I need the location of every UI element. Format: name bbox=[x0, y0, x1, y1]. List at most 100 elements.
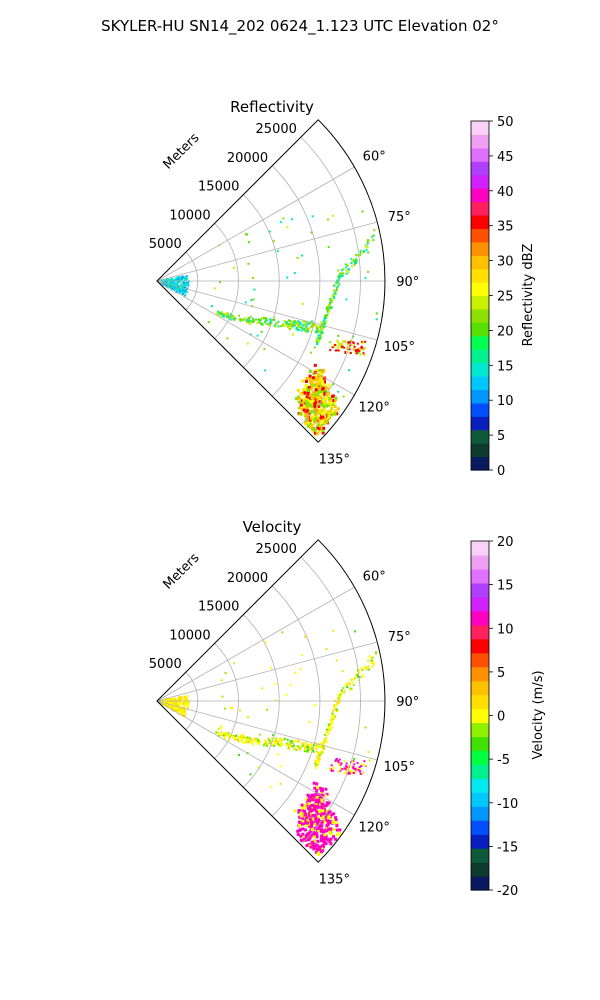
echo-bin bbox=[173, 702, 176, 705]
echo-bin bbox=[228, 315, 231, 318]
velocity-panel: Velocity 5000 10000 15000 20000 25000 60° 75° 9… bbox=[149, 518, 546, 899]
echo-bin bbox=[348, 769, 351, 772]
colorbar-segment bbox=[471, 295, 489, 310]
echo-bin bbox=[337, 285, 339, 288]
echo-bin bbox=[313, 383, 317, 387]
azimuth-spoke bbox=[156, 221, 378, 282]
echo-bin bbox=[248, 322, 251, 325]
echo-bin bbox=[245, 319, 248, 322]
echo-bin bbox=[359, 348, 361, 351]
echo-bin bbox=[335, 288, 338, 291]
echo-bin bbox=[181, 710, 184, 713]
echo-bin bbox=[322, 815, 325, 819]
echo-bin bbox=[344, 263, 347, 266]
echo-bin bbox=[341, 768, 344, 771]
colorbar-tick-label: 40 bbox=[497, 185, 514, 200]
echo-bin bbox=[321, 429, 325, 433]
echo-bin bbox=[311, 391, 315, 395]
echo-bin bbox=[233, 319, 236, 321]
echo-bin bbox=[323, 733, 326, 736]
echo-bin bbox=[221, 695, 224, 698]
echo-bin bbox=[302, 744, 305, 747]
echo-bin bbox=[279, 782, 282, 785]
echo-bin bbox=[301, 302, 304, 305]
echo-bin bbox=[322, 748, 325, 751]
echo-bin bbox=[356, 762, 359, 765]
echo-bin bbox=[183, 287, 186, 290]
echo-bin bbox=[314, 431, 318, 435]
echo-bin bbox=[307, 748, 310, 751]
echo-bin bbox=[304, 413, 308, 417]
echo-bin bbox=[313, 419, 316, 423]
reflectivity-colorbar: 0 5 10 15 20 25 30 35 40 45 50 bbox=[470, 115, 514, 479]
echo-bin bbox=[338, 342, 341, 345]
echo-bin bbox=[320, 802, 324, 806]
echo-bin bbox=[331, 346, 334, 349]
echo-bin bbox=[325, 418, 329, 422]
echo-bin bbox=[333, 404, 337, 408]
echo-bin bbox=[215, 312, 218, 315]
echo-bin bbox=[312, 835, 316, 839]
echo-bin bbox=[358, 770, 361, 773]
echo-bin bbox=[257, 741, 260, 744]
echo-bin bbox=[181, 292, 184, 295]
echo-bin bbox=[335, 708, 338, 711]
echo-bin bbox=[237, 738, 239, 741]
echo-bin bbox=[232, 266, 235, 269]
echo-bin bbox=[373, 229, 376, 232]
colorbar-tick-label: 25 bbox=[497, 290, 514, 305]
echo-bin bbox=[359, 347, 362, 350]
echo-bin bbox=[278, 737, 281, 740]
colorbar-segment bbox=[471, 456, 489, 471]
echo-bin bbox=[220, 312, 222, 314]
echo-bin bbox=[334, 760, 337, 762]
echo-bin bbox=[182, 714, 185, 717]
echo-bin bbox=[304, 742, 307, 745]
echo-bin bbox=[320, 828, 323, 832]
echo-bin bbox=[314, 375, 318, 379]
echo-bin bbox=[260, 330, 263, 333]
colorbar-segment bbox=[471, 624, 489, 640]
echo-bin bbox=[311, 845, 314, 848]
echo-bin bbox=[323, 401, 327, 405]
echo-bin bbox=[325, 307, 328, 310]
echo-bin bbox=[315, 762, 318, 765]
echo-bin bbox=[342, 395, 345, 398]
echo-bin bbox=[339, 768, 342, 771]
echo-bin bbox=[319, 417, 323, 420]
echo-bin bbox=[350, 262, 353, 265]
echo-bin bbox=[292, 747, 295, 750]
echo-bin bbox=[332, 214, 335, 217]
echo-bin bbox=[299, 748, 301, 751]
echo-bin bbox=[309, 326, 312, 329]
echo-bin bbox=[303, 803, 307, 807]
echo-bin bbox=[352, 341, 355, 344]
echo-bin bbox=[273, 318, 276, 321]
echo-bin bbox=[265, 741, 268, 744]
echo-bin bbox=[260, 318, 262, 321]
colorbar-segment bbox=[471, 568, 489, 584]
echo-bin bbox=[183, 699, 186, 702]
echo-bin bbox=[247, 321, 250, 324]
echo-bin bbox=[247, 319, 249, 322]
echo-bin bbox=[327, 729, 330, 732]
echo-bin bbox=[307, 795, 311, 799]
echo-bin bbox=[313, 822, 317, 826]
range-tick-label: 25000 bbox=[256, 122, 297, 137]
echo-bin bbox=[318, 419, 322, 423]
echo-bin bbox=[358, 671, 361, 674]
echo-bin bbox=[339, 695, 342, 697]
echo-bin bbox=[322, 381, 326, 385]
colorbar-segment bbox=[471, 792, 489, 807]
echo-bin bbox=[283, 738, 286, 741]
echo-bin bbox=[367, 239, 370, 242]
echo-bin bbox=[355, 262, 357, 265]
range-tick-label: 25000 bbox=[256, 542, 297, 557]
echo-bin bbox=[311, 399, 315, 403]
echo-bin bbox=[346, 347, 349, 350]
echo-bin bbox=[339, 763, 342, 766]
echo-bin bbox=[308, 374, 312, 378]
echo-bin bbox=[352, 259, 355, 262]
echo-bin bbox=[218, 734, 220, 737]
echo-bin bbox=[283, 320, 286, 322]
